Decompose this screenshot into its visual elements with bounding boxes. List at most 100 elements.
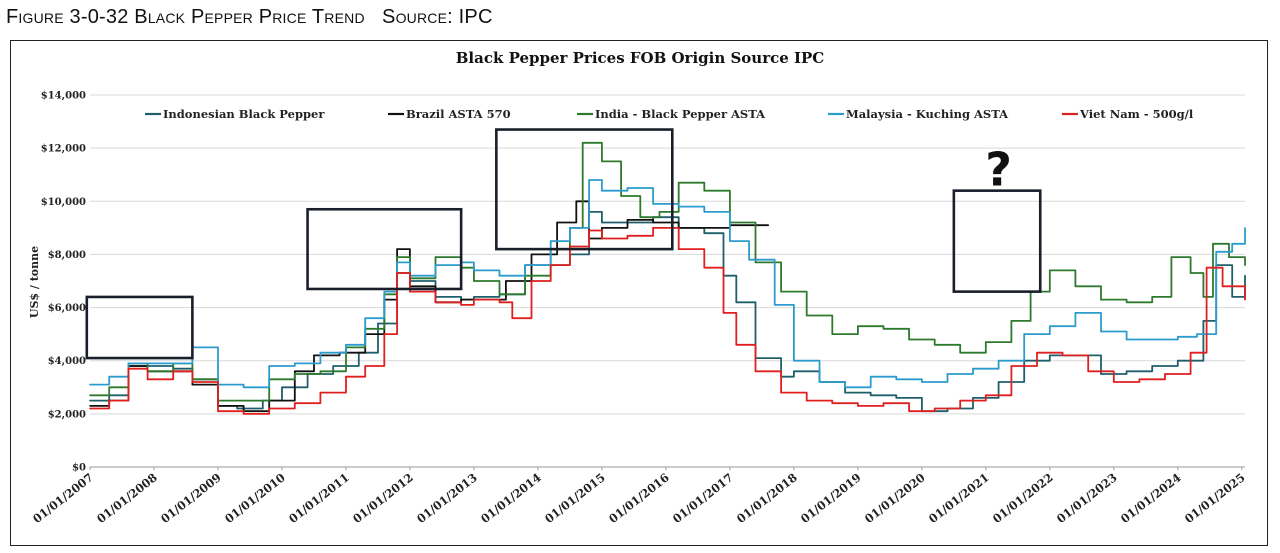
x-tick-label: 01/01/2016 <box>606 470 672 526</box>
gridlines <box>90 94 1245 415</box>
x-tick-label: 01/01/2015 <box>542 470 608 526</box>
x-tick-label: 01/01/2022 <box>990 470 1056 526</box>
data-point <box>172 370 174 373</box>
data-point <box>767 224 770 226</box>
series-lines <box>89 141 1246 415</box>
data-point <box>396 272 398 274</box>
data-point <box>1049 269 1051 272</box>
data-point <box>1202 296 1205 298</box>
data-point <box>1151 296 1153 298</box>
data-point <box>236 407 238 410</box>
x-tick-label: 01/01/2018 <box>734 470 800 526</box>
data-point <box>773 304 776 306</box>
data-point <box>895 378 898 381</box>
highlight-box <box>85 295 194 360</box>
x-tick-label: 01/01/2011 <box>286 470 352 526</box>
data-point <box>89 394 91 397</box>
data-point <box>191 381 194 383</box>
data-point <box>383 290 386 293</box>
data-point <box>1244 298 1246 301</box>
y-tick-label: $0 <box>72 463 86 474</box>
data-point <box>882 402 885 405</box>
data-point <box>754 261 757 264</box>
data-point <box>1010 365 1013 367</box>
x-tick-label: 01/01/2025 <box>1182 470 1248 526</box>
data-point <box>985 394 987 397</box>
data-point <box>1189 272 1192 274</box>
data-point <box>703 189 706 192</box>
data-point <box>530 253 533 256</box>
y-tick-label: $12,000 <box>41 144 86 155</box>
data-point <box>89 399 91 402</box>
data-point <box>972 367 974 370</box>
data-point <box>620 195 622 197</box>
data-point <box>498 301 501 304</box>
data-point <box>89 407 91 410</box>
data-point <box>972 397 974 399</box>
data-point <box>588 179 590 181</box>
data-point <box>1205 266 1208 269</box>
legend: Indonesian Black Pepper Brazil ASTA 570 In… <box>145 107 1194 121</box>
data-point <box>1177 359 1179 362</box>
data-point <box>1049 354 1051 357</box>
y-axis-label: US$ / tonne <box>28 246 41 318</box>
data-point <box>268 407 271 410</box>
data-point <box>818 381 821 383</box>
data-point <box>556 221 558 224</box>
data-point <box>601 237 603 240</box>
data-point <box>473 296 475 298</box>
x-tick-label: 01/01/2019 <box>798 470 864 526</box>
data-point <box>345 375 347 378</box>
series-line-3 <box>90 179 1246 389</box>
data-point <box>524 264 526 266</box>
data-point <box>1212 243 1214 245</box>
data-point <box>319 370 322 373</box>
data-point <box>281 386 283 389</box>
data-point <box>869 394 872 397</box>
data-point <box>1138 378 1141 381</box>
data-point <box>1177 336 1179 338</box>
data-point <box>1151 365 1153 367</box>
question-mark-annotation: ? <box>985 142 1012 196</box>
data-point <box>805 399 808 402</box>
data-point <box>581 142 584 144</box>
data-point <box>1049 325 1051 328</box>
y-tick-label: $4,000 <box>48 356 86 367</box>
data-point <box>626 219 629 221</box>
data-point <box>1215 251 1217 253</box>
data-point <box>498 293 501 296</box>
data-point <box>831 402 834 405</box>
data-point <box>1074 312 1077 314</box>
data-point <box>997 359 1000 362</box>
data-point <box>569 227 571 229</box>
data-point <box>677 205 680 208</box>
legend-label: Brazil ASTA 570 <box>406 107 511 121</box>
data-point <box>652 203 654 205</box>
data-point <box>748 258 750 261</box>
data-point <box>1036 351 1038 354</box>
y-tick-label: $14,000 <box>41 91 86 102</box>
data-point <box>652 227 654 229</box>
data-point <box>409 290 411 293</box>
data-point <box>319 351 322 354</box>
figure-caption: Figure 3-0-32 Black Pepper Price Trend S… <box>6 6 493 28</box>
data-point <box>735 301 738 304</box>
data-point <box>146 362 149 365</box>
x-tick-label: 01/01/2013 <box>414 470 480 526</box>
data-point <box>242 413 245 415</box>
data-point <box>997 381 1000 383</box>
data-point <box>857 325 859 328</box>
data-point <box>933 407 936 410</box>
data-point <box>652 221 654 224</box>
data-point <box>793 370 795 373</box>
data-point <box>985 341 987 343</box>
data-point <box>498 274 501 277</box>
x-tick-label: 01/01/2012 <box>350 470 416 526</box>
data-point <box>294 362 296 365</box>
legend-label: Malaysia - Kuching ASTA <box>846 107 1009 121</box>
x-tick-label: 01/01/2009 <box>158 470 224 526</box>
data-point <box>703 211 706 213</box>
data-point <box>748 224 750 226</box>
highlight-box <box>952 189 1042 293</box>
y-tick-label: $2,000 <box>48 409 86 420</box>
